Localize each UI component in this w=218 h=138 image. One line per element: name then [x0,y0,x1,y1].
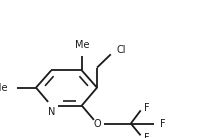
Text: Me: Me [75,40,89,50]
Text: F: F [144,103,150,113]
Text: Me: Me [0,83,8,93]
Text: F: F [160,119,166,128]
Text: O: O [93,119,101,128]
Text: Cl: Cl [117,45,126,55]
Text: F: F [144,133,150,138]
Text: N: N [48,107,55,117]
